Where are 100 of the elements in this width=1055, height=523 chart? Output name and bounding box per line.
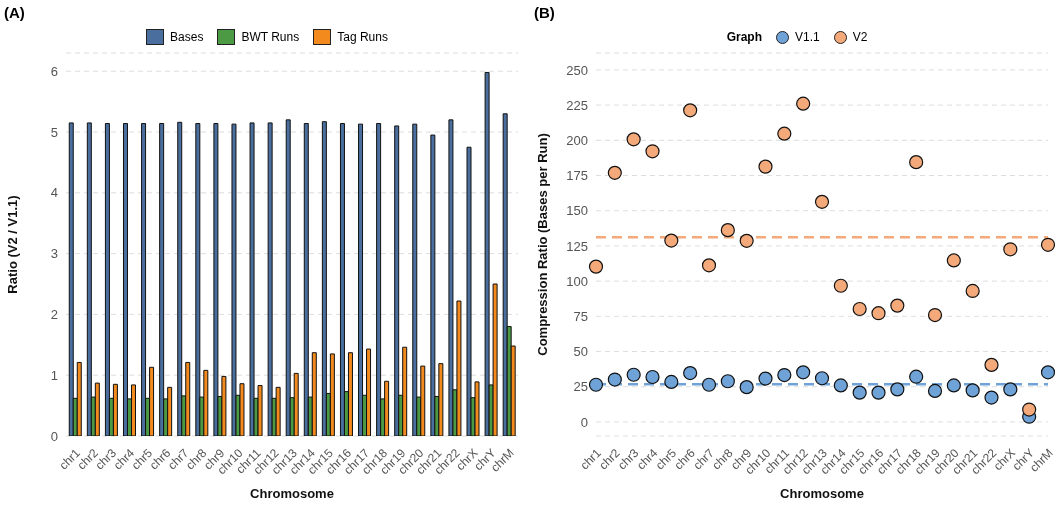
point	[758, 159, 773, 174]
y-axis-title: Ratio (V2 / V1.1)	[4, 195, 20, 294]
point	[739, 233, 754, 248]
point	[645, 369, 660, 385]
bar	[484, 71, 490, 436]
bar	[185, 361, 191, 436]
bar	[231, 123, 237, 436]
bar	[394, 125, 400, 436]
bar	[86, 122, 92, 436]
bar	[213, 123, 219, 436]
bar	[448, 119, 454, 436]
point	[852, 385, 867, 400]
bar	[149, 366, 155, 436]
bar	[339, 123, 345, 436]
bar	[466, 146, 472, 436]
point	[909, 369, 924, 384]
point	[664, 374, 679, 390]
bar	[130, 384, 136, 436]
y-tick-label: 25	[573, 379, 588, 395]
point	[984, 390, 999, 405]
y-tick-label: 100	[566, 273, 588, 289]
point	[720, 374, 735, 389]
legend-title: Graph	[726, 30, 762, 44]
point	[890, 382, 905, 397]
point	[645, 144, 660, 159]
y-tick-label: 150	[566, 203, 588, 219]
point	[626, 132, 641, 147]
y-tick-label: 175	[566, 168, 588, 184]
bar	[239, 383, 245, 436]
point	[607, 372, 622, 387]
point	[701, 258, 717, 273]
point	[946, 253, 961, 268]
point	[814, 194, 830, 209]
point	[588, 259, 604, 274]
legend-label: V1.1	[794, 30, 820, 44]
bar	[311, 352, 317, 436]
point	[626, 367, 641, 382]
point	[909, 155, 924, 170]
y-tick-label: 75	[573, 308, 588, 324]
bar	[402, 346, 408, 436]
bar	[112, 383, 118, 436]
bar	[376, 123, 382, 436]
bar	[275, 386, 281, 436]
point	[1003, 242, 1018, 257]
bar	[122, 123, 128, 436]
bar	[94, 382, 100, 436]
y-tick-label: 3	[50, 246, 58, 262]
y-tick-label: 4	[50, 185, 58, 201]
point	[701, 377, 717, 392]
bar	[141, 123, 147, 436]
bar	[177, 121, 183, 436]
y-tick-label: 250	[566, 62, 588, 78]
point	[720, 223, 735, 238]
point	[927, 307, 943, 323]
point	[984, 357, 999, 372]
bar	[221, 375, 227, 436]
chart-title: (A)	[4, 3, 26, 23]
bar	[104, 123, 110, 436]
point	[683, 103, 698, 118]
bar	[321, 121, 327, 436]
y-tick-label: 6	[50, 63, 58, 79]
point	[777, 126, 792, 141]
bar	[159, 123, 165, 436]
bar	[329, 353, 335, 436]
point	[890, 298, 905, 313]
bar	[76, 361, 82, 436]
bar	[285, 119, 291, 436]
bar	[438, 363, 444, 436]
bar	[358, 123, 364, 436]
y-tick-label: 2	[50, 307, 58, 323]
y-tick-label: 125	[566, 238, 588, 254]
bar	[456, 300, 462, 436]
y-tick-label: 0	[50, 428, 58, 444]
bar	[203, 369, 209, 436]
x-axis-title: Chromosome	[780, 486, 864, 501]
legend-label: V2	[851, 30, 868, 44]
chart-title: (B)	[534, 3, 556, 23]
bar	[195, 123, 201, 436]
point	[871, 385, 886, 400]
bar	[366, 348, 372, 436]
y-axis-title: Compression Ratio (Bases per Run)	[534, 133, 550, 356]
point	[1022, 402, 1037, 417]
bar	[492, 283, 498, 436]
point	[965, 283, 980, 299]
point	[927, 383, 943, 399]
point	[664, 233, 679, 248]
point	[1040, 237, 1055, 252]
point	[796, 365, 811, 380]
point	[796, 96, 811, 111]
bar	[249, 122, 255, 436]
bar	[502, 113, 508, 436]
bar	[474, 381, 480, 436]
bar	[430, 134, 436, 436]
bar	[293, 372, 299, 436]
point	[833, 378, 848, 393]
bar	[347, 352, 353, 436]
y-tick-label: 1	[50, 367, 58, 383]
bar	[420, 365, 426, 436]
bar	[167, 386, 173, 436]
y-tick-label: 50	[573, 344, 588, 360]
